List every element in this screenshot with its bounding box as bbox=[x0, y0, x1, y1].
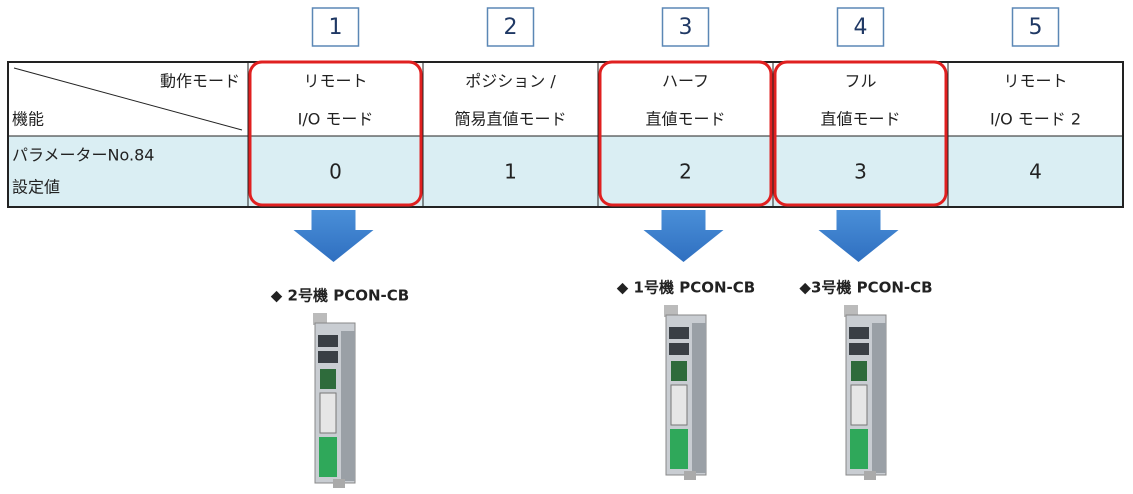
column-header: リモート bbox=[303, 72, 367, 91]
setting-value: 0 bbox=[329, 160, 342, 184]
device-label: ◆ 1号機 PCON-CB bbox=[617, 279, 755, 297]
arrow bbox=[643, 210, 724, 262]
setting-value: 3 bbox=[854, 160, 867, 184]
header-top: 動作モード bbox=[160, 72, 240, 91]
column-header: 直値モード bbox=[645, 110, 725, 129]
step-box bbox=[486, 7, 535, 47]
column-header: I/O モード 2 bbox=[990, 110, 1081, 129]
device-label: ◆ 2号機 PCON-CB bbox=[271, 287, 409, 305]
highlight bbox=[248, 60, 423, 207]
column-header: 簡易直値モード bbox=[454, 110, 566, 129]
column-header: ハーフ bbox=[662, 72, 709, 91]
highlight bbox=[598, 60, 773, 207]
setting-value: 1 bbox=[504, 160, 517, 184]
diagonal bbox=[13, 67, 243, 131]
step-box bbox=[661, 7, 710, 47]
step-number: 4 bbox=[854, 15, 868, 40]
arrow bbox=[818, 210, 899, 262]
table-border bbox=[7, 61, 1124, 208]
step-numbers: 1 2 3 4 5 bbox=[311, 7, 1060, 47]
step-box bbox=[1011, 7, 1060, 47]
header-row bbox=[8, 62, 1123, 136]
column-header: I/O モード bbox=[298, 110, 374, 129]
step-number: 5 bbox=[1029, 15, 1043, 40]
table-grid bbox=[7, 60, 1124, 262]
column-header: フル bbox=[844, 72, 876, 91]
arrow bbox=[293, 210, 374, 262]
controller-image bbox=[844, 305, 886, 480]
controller-image bbox=[664, 305, 706, 480]
column-header: リモート bbox=[1003, 72, 1067, 91]
header-left: 機能 bbox=[12, 110, 44, 129]
column-header: ポジション / bbox=[465, 72, 556, 91]
step-number: 3 bbox=[679, 15, 693, 40]
step-number: 1 bbox=[329, 15, 343, 40]
step-box bbox=[311, 7, 360, 47]
controller-image bbox=[313, 313, 355, 488]
column-header: 直値モード bbox=[820, 110, 900, 129]
step-box bbox=[836, 7, 885, 47]
setting-value: 2 bbox=[679, 160, 692, 184]
setting-value: 4 bbox=[1029, 160, 1042, 184]
row-label: パラメーターNo.84 bbox=[12, 146, 154, 165]
highlight bbox=[773, 60, 948, 207]
devices: ◆ 2号機 PCON-CB ◆ 1号機 PCON-CB ◆3号機 PCON-CB bbox=[271, 279, 933, 489]
step-number: 2 bbox=[504, 15, 518, 40]
device-label: ◆3号機 PCON-CB bbox=[799, 279, 932, 297]
value-row bbox=[8, 136, 1123, 207]
row-label: 設定値 bbox=[12, 178, 60, 197]
